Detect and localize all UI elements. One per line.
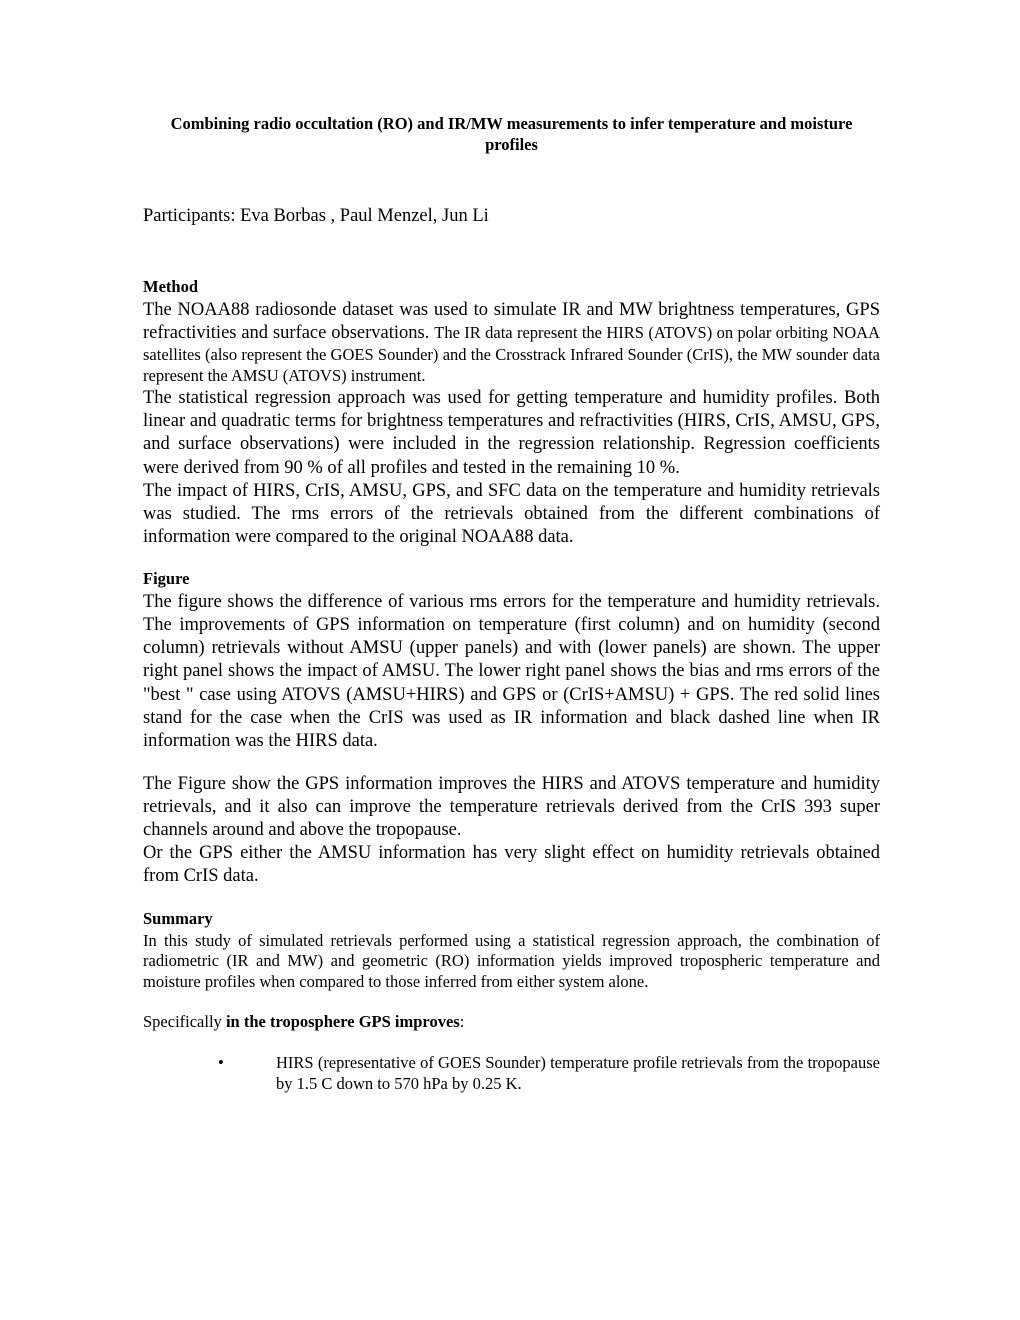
method-para-3: The impact of HIRS, CrIS, AMSU, GPS, and… <box>143 480 880 549</box>
method-para-2: The statistical regression approach was … <box>143 387 880 480</box>
document-title: Combining radio occultation (RO) and IR/… <box>143 113 880 156</box>
figure-para-1: The figure shows the difference of vario… <box>143 591 880 753</box>
bullet-list: HIRS (representative of GOES Sounder) te… <box>143 1053 880 1094</box>
figure-para-3: Or the GPS either the AMSU information h… <box>143 842 880 888</box>
method-heading: Method <box>143 277 880 297</box>
figure-para-2: The Figure show the GPS information impr… <box>143 773 880 842</box>
specifically-pre: Specifically <box>143 1012 226 1031</box>
figure-heading: Figure <box>143 569 880 589</box>
summary-para-1: In this study of simulated retrievals pe… <box>143 931 880 993</box>
specifically-line: Specifically in the troposphere GPS impr… <box>143 1012 880 1033</box>
bullet-item-1: HIRS (representative of GOES Sounder) te… <box>218 1053 880 1094</box>
specifically-post: : <box>460 1012 465 1031</box>
summary-heading: Summary <box>143 909 880 929</box>
participants-line: Participants: Eva Borbas , Paul Menzel, … <box>143 206 880 227</box>
document-page: Combining radio occultation (RO) and IR/… <box>0 0 1020 1174</box>
specifically-bold: in the troposphere GPS improves <box>226 1012 460 1031</box>
method-para-1: The NOAA88 radiosonde dataset was used t… <box>143 299 880 387</box>
